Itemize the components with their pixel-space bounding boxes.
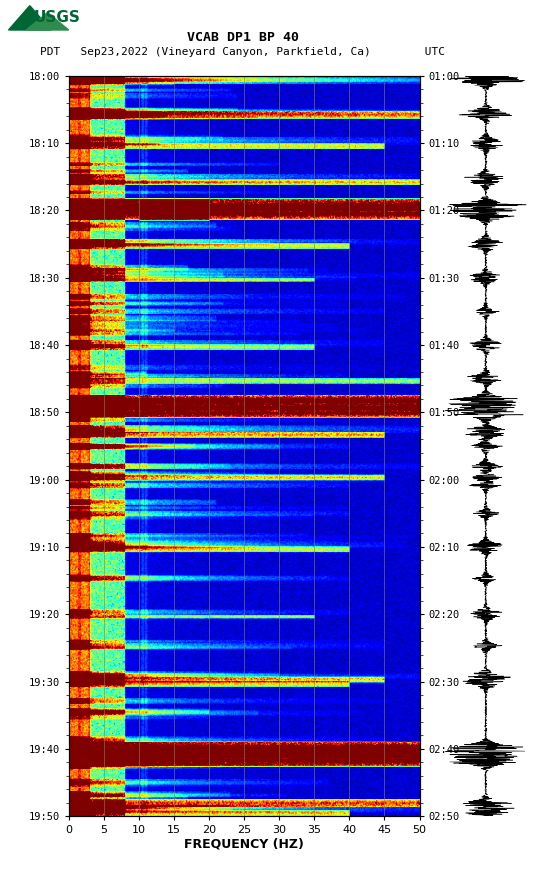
Text: VCAB DP1 BP 40: VCAB DP1 BP 40 [187, 31, 299, 44]
Text: PDT   Sep23,2022 (Vineyard Canyon, Parkfield, Ca)        UTC: PDT Sep23,2022 (Vineyard Canyon, Parkfie… [40, 46, 445, 57]
X-axis label: FREQUENCY (HZ): FREQUENCY (HZ) [184, 838, 304, 851]
Polygon shape [26, 12, 69, 30]
Polygon shape [8, 5, 51, 30]
Text: USGS: USGS [33, 11, 80, 25]
